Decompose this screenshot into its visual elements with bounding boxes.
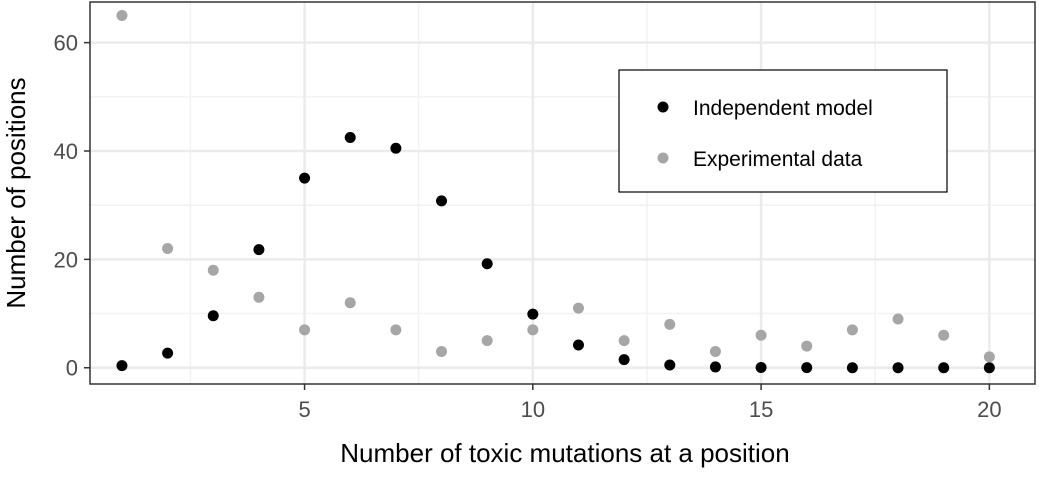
legend: Independent model Experimental data	[618, 69, 948, 193]
legend-key-independent-model	[657, 101, 669, 113]
point-independent-model	[299, 172, 311, 184]
point-independent-model	[983, 362, 995, 374]
point-independent-model	[618, 354, 630, 366]
panel-background	[90, 2, 1035, 384]
point-experimental-data	[938, 329, 950, 341]
y-tick-label: 20	[54, 247, 78, 272]
point-experimental-data	[527, 324, 539, 336]
point-experimental-data	[344, 297, 356, 309]
point-independent-model	[481, 258, 493, 270]
point-independent-model	[938, 362, 950, 374]
axis-ticks	[84, 41, 991, 390]
point-experimental-data	[572, 302, 584, 314]
point-independent-model	[527, 308, 539, 320]
point-experimental-data	[846, 324, 858, 336]
y-tick-label: 40	[54, 139, 78, 164]
point-independent-model	[253, 244, 265, 256]
point-experimental-data	[481, 335, 493, 347]
point-experimental-data	[755, 329, 767, 341]
point-independent-model	[116, 360, 128, 372]
legend-label-independent-model: Independent model	[693, 97, 873, 120]
data-points	[116, 10, 995, 374]
point-experimental-data	[618, 335, 630, 347]
point-independent-model	[709, 361, 721, 373]
point-experimental-data	[983, 351, 995, 363]
y-tick-label: 0	[66, 356, 78, 381]
legend-label-experimental-data: Experimental data	[693, 148, 863, 171]
point-independent-model	[162, 347, 174, 359]
tick-labels: 5 10 15 20 0 20 40 60	[54, 31, 1002, 422]
point-experimental-data	[162, 243, 174, 255]
point-experimental-data	[801, 340, 813, 352]
series-independent-model	[116, 131, 995, 374]
x-axis-title: Number of toxic mutations at a position	[340, 438, 789, 468]
point-experimental-data	[709, 345, 721, 357]
x-tick-label: 5	[298, 397, 310, 422]
point-independent-model	[344, 131, 356, 143]
point-independent-model	[572, 339, 584, 351]
point-experimental-data	[299, 324, 311, 336]
series-experimental-data	[116, 10, 995, 363]
point-experimental-data	[390, 324, 402, 336]
legend-box	[618, 69, 948, 193]
point-independent-model	[207, 310, 219, 322]
point-experimental-data	[253, 291, 265, 303]
x-tick-label: 20	[977, 397, 1001, 422]
point-independent-model	[664, 359, 676, 371]
point-experimental-data	[116, 10, 128, 22]
point-experimental-data	[892, 313, 904, 325]
y-tick-label: 60	[54, 31, 78, 56]
panel-border	[89, 1, 1036, 385]
point-independent-model	[846, 362, 858, 374]
point-experimental-data	[664, 318, 676, 330]
y-axis-title: Number of positions	[1, 77, 31, 308]
point-independent-model	[755, 361, 767, 373]
point-independent-model	[892, 362, 904, 374]
point-experimental-data	[207, 264, 219, 276]
legend-key-experimental-data	[657, 152, 669, 164]
x-tick-label: 15	[749, 397, 773, 422]
point-independent-model	[390, 142, 402, 154]
point-independent-model	[436, 195, 448, 207]
point-independent-model	[801, 362, 813, 374]
x-tick-label: 10	[521, 397, 545, 422]
point-experimental-data	[436, 345, 448, 357]
